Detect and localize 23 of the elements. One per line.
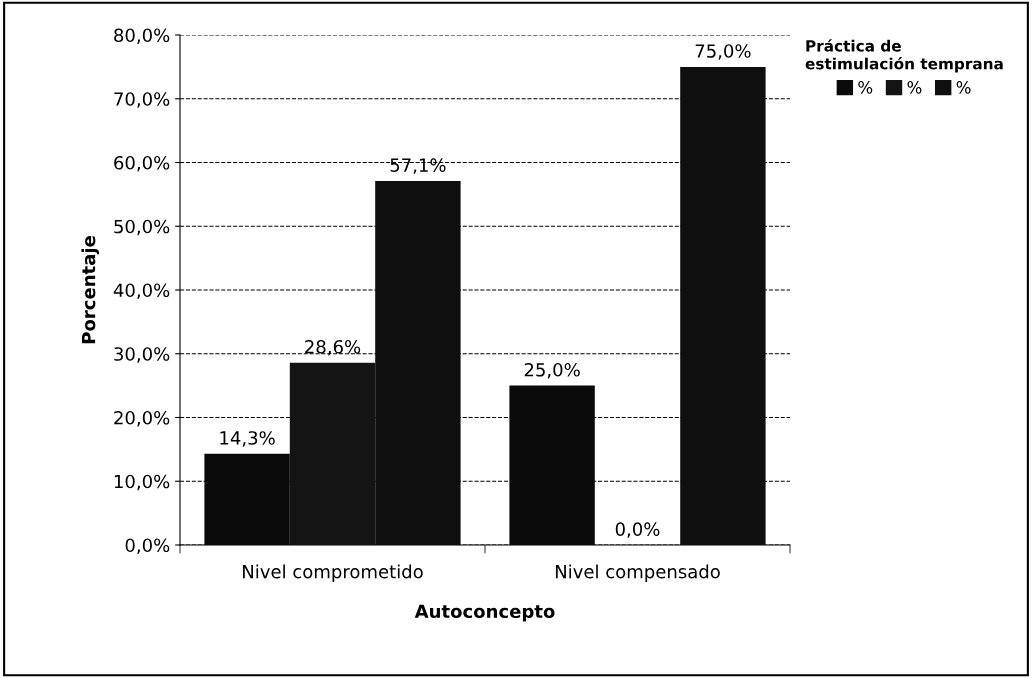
x-axis-title: Autoconcepto	[414, 604, 555, 622]
y-tick-label: 0,0%	[125, 538, 170, 554]
y-tick-label: 60,0%	[114, 155, 170, 172]
data-label: 28,6%	[305, 339, 361, 356]
data-label: 14,3%	[220, 431, 275, 447]
legend-title: Práctica de estimulación temprana	[805, 39, 1003, 73]
x-tick-label: Nivel comprometido	[243, 564, 423, 582]
y-axis-title: Porcentaje	[81, 236, 100, 344]
y-tick-label: 80,0%	[114, 28, 170, 44]
y-tick-label: 30,0%	[114, 347, 170, 363]
y-tick-label: 20,0%	[114, 410, 170, 427]
bar	[680, 66, 766, 545]
data-label: 25,0%	[524, 362, 580, 379]
legend-label: %	[956, 81, 971, 94]
y-tick-label: 50,0%	[114, 219, 170, 236]
y-tick-label: 70,0%	[114, 92, 170, 108]
y-tick-label: 10,0%	[114, 474, 170, 491]
y-tick-label: 40,0%	[113, 283, 170, 299]
data-label: 75,0%	[695, 44, 751, 60]
legend-label: %	[858, 81, 873, 94]
legend-label: %	[907, 81, 922, 94]
x-tick-label: Nivel compensado	[555, 564, 720, 582]
data-label: 0,0%	[615, 522, 660, 538]
